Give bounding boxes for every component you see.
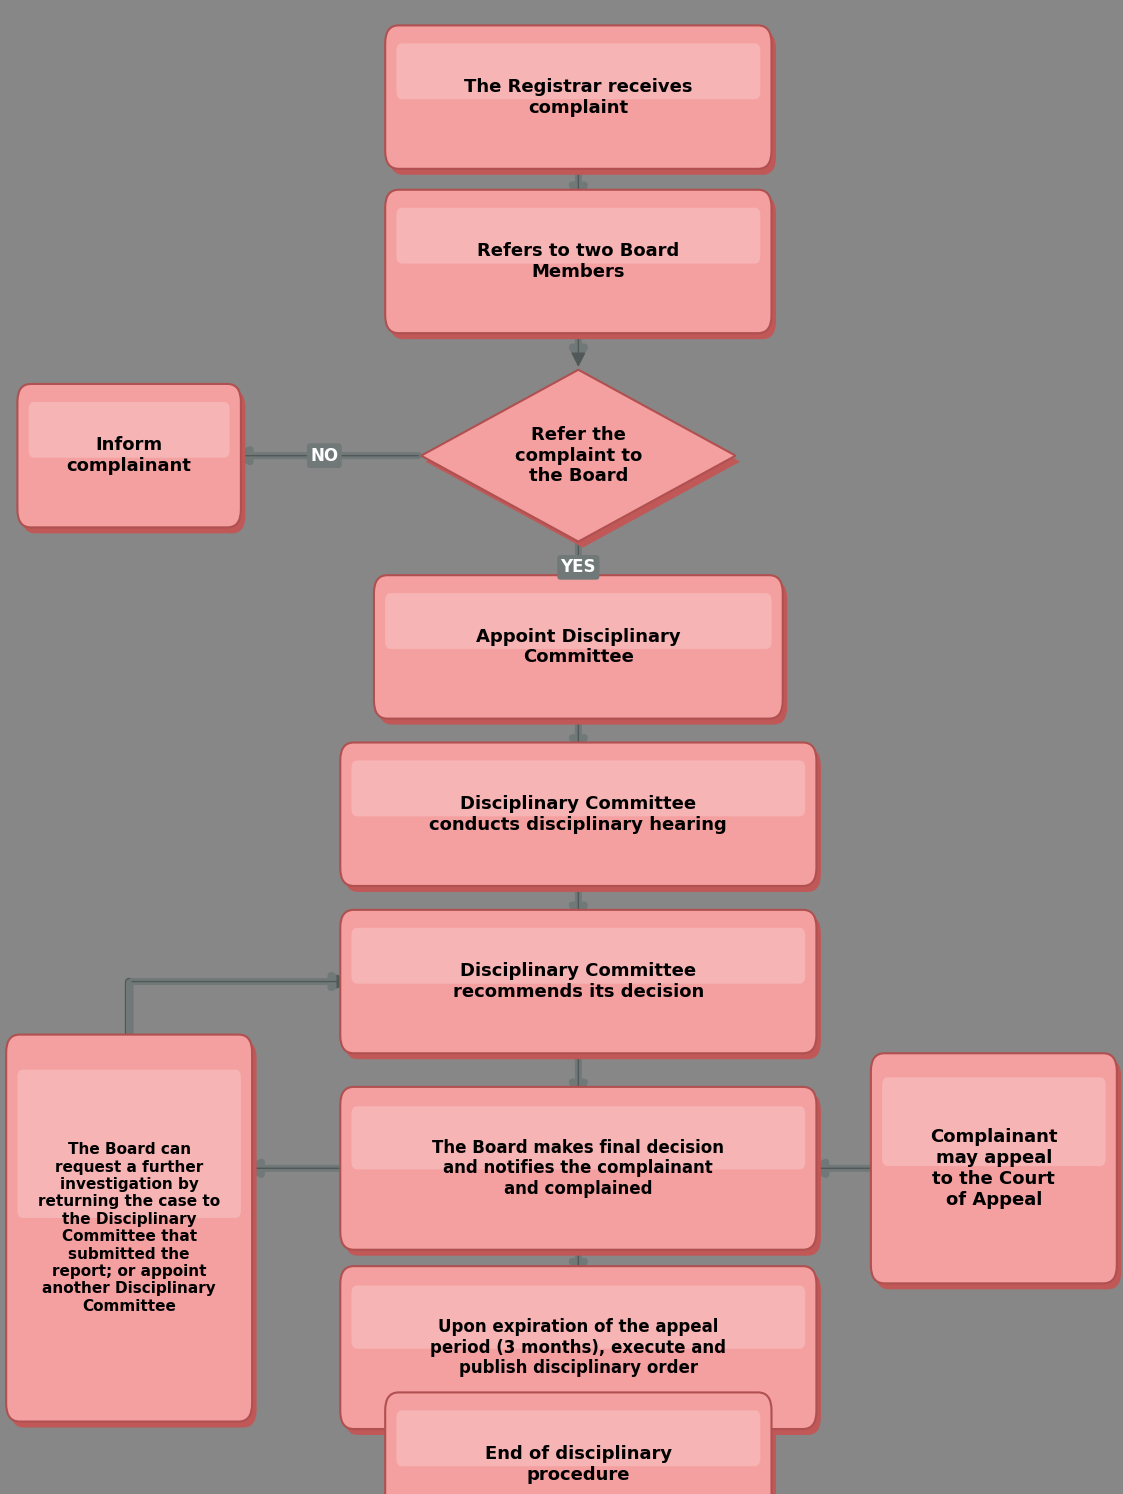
FancyBboxPatch shape [875, 1059, 1121, 1289]
FancyBboxPatch shape [396, 1410, 760, 1466]
Text: Upon expiration of the appeal
period (3 months), execute and
publish disciplinar: Upon expiration of the appeal period (3 … [430, 1318, 727, 1377]
FancyBboxPatch shape [345, 1271, 821, 1434]
Text: Disciplinary Committee
recommends its decision: Disciplinary Committee recommends its de… [453, 962, 704, 1001]
FancyBboxPatch shape [351, 760, 805, 816]
FancyBboxPatch shape [18, 384, 240, 527]
FancyBboxPatch shape [374, 575, 783, 719]
FancyBboxPatch shape [378, 581, 787, 725]
FancyBboxPatch shape [345, 916, 821, 1059]
FancyBboxPatch shape [396, 43, 760, 99]
FancyBboxPatch shape [340, 1265, 816, 1428]
Text: Refer the
complaint to
the Board: Refer the complaint to the Board [514, 426, 642, 486]
FancyBboxPatch shape [340, 1088, 816, 1249]
FancyBboxPatch shape [396, 208, 760, 263]
Text: The Registrar receives
complaint: The Registrar receives complaint [464, 78, 693, 117]
Text: The Board makes final decision
and notifies the complainant
and complained: The Board makes final decision and notif… [432, 1138, 724, 1198]
FancyBboxPatch shape [385, 25, 772, 169]
FancyBboxPatch shape [390, 1398, 776, 1494]
Text: Appoint Disciplinary
Committee: Appoint Disciplinary Committee [476, 627, 681, 666]
FancyBboxPatch shape [7, 1034, 252, 1422]
FancyBboxPatch shape [345, 1094, 821, 1255]
Text: Complainant
may appeal
to the Court
of Appeal: Complainant may appeal to the Court of A… [930, 1128, 1058, 1209]
Text: Disciplinary Committee
conducts disciplinary hearing: Disciplinary Committee conducts discipli… [429, 795, 728, 834]
Text: Inform
complainant: Inform complainant [66, 436, 192, 475]
FancyBboxPatch shape [390, 196, 776, 339]
FancyBboxPatch shape [390, 31, 776, 175]
FancyBboxPatch shape [385, 1392, 772, 1494]
FancyBboxPatch shape [385, 190, 772, 333]
FancyBboxPatch shape [351, 1285, 805, 1349]
Text: End of disciplinary
procedure: End of disciplinary procedure [485, 1445, 672, 1484]
FancyBboxPatch shape [340, 743, 816, 886]
Polygon shape [421, 371, 736, 542]
Text: NO: NO [310, 447, 338, 465]
FancyBboxPatch shape [883, 1077, 1105, 1165]
FancyBboxPatch shape [345, 748, 821, 892]
Text: Refers to two Board
Members: Refers to two Board Members [477, 242, 679, 281]
FancyBboxPatch shape [351, 1106, 805, 1170]
FancyBboxPatch shape [22, 390, 245, 533]
FancyBboxPatch shape [29, 402, 230, 457]
Polygon shape [426, 376, 740, 548]
FancyBboxPatch shape [18, 1070, 241, 1218]
FancyBboxPatch shape [340, 910, 816, 1053]
FancyBboxPatch shape [351, 928, 805, 983]
FancyBboxPatch shape [385, 593, 772, 648]
Text: The Board can
request a further
investigation by
returning the case to
the Disci: The Board can request a further investig… [38, 1143, 220, 1313]
FancyBboxPatch shape [871, 1053, 1116, 1283]
FancyBboxPatch shape [11, 1040, 256, 1428]
Text: YES: YES [560, 559, 596, 577]
